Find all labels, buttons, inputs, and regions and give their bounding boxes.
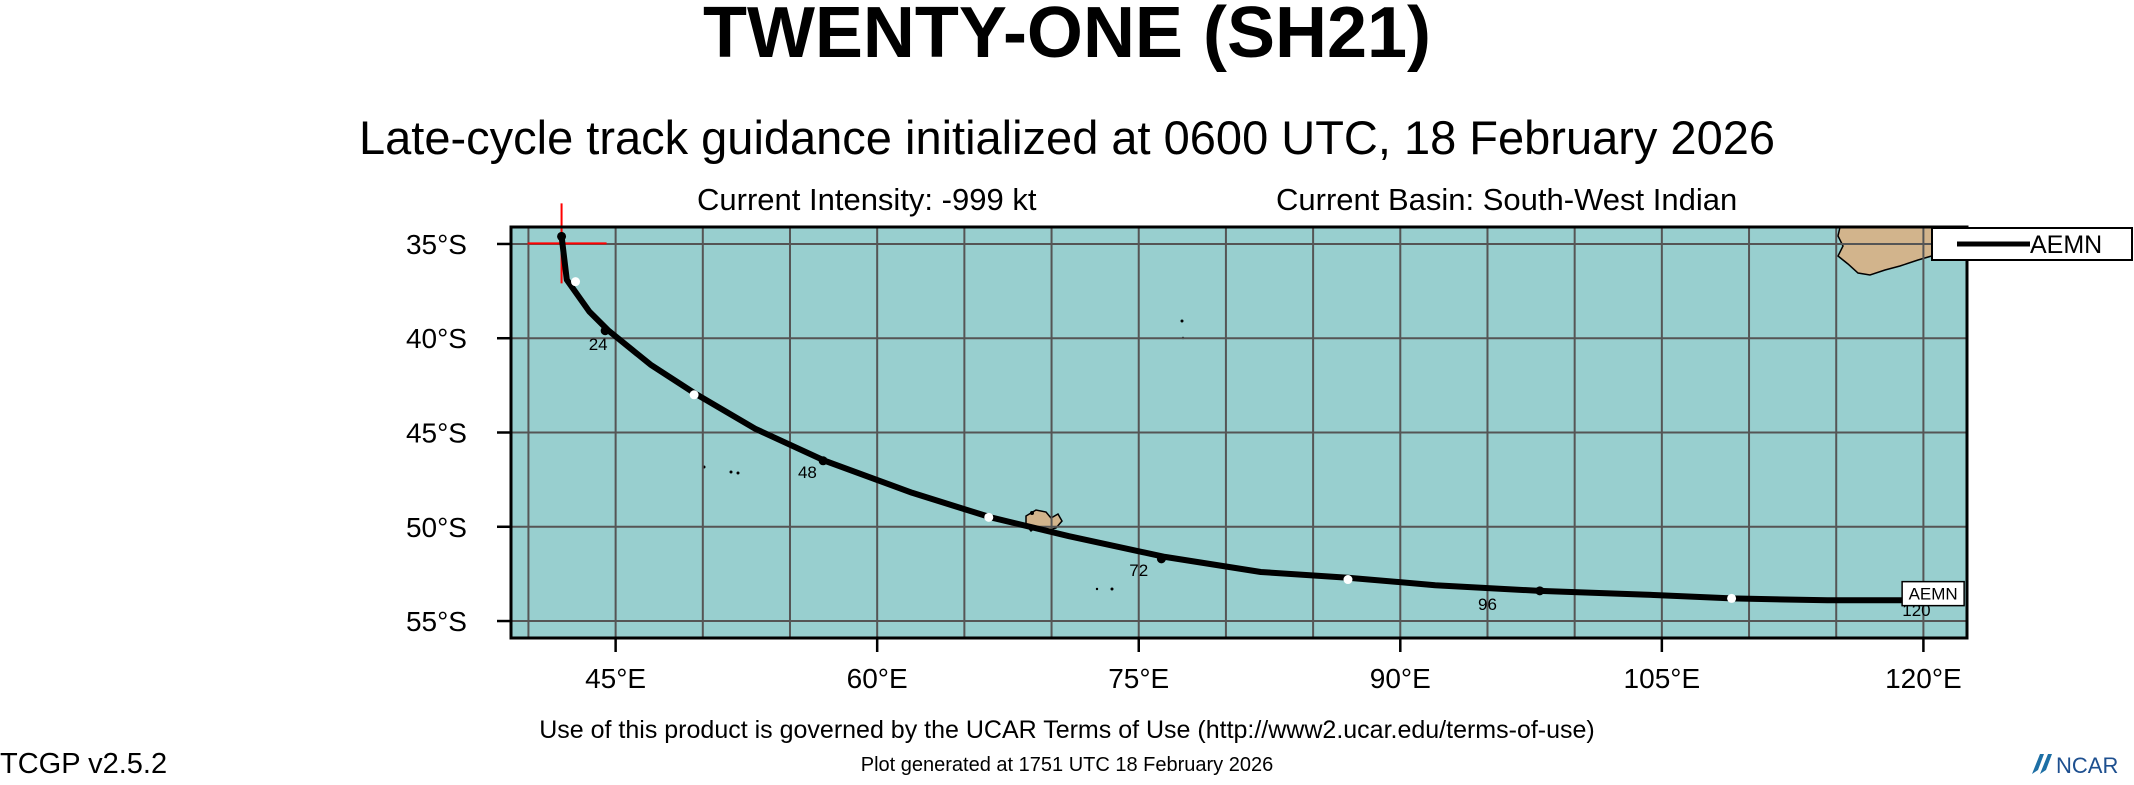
island-dot [1095,587,1099,591]
track-end-label: AEMN [1909,585,1958,604]
forecast-hour-label: 24 [589,335,608,354]
legend: AEMN [1931,227,2133,261]
lon-tick-label: 105°E [1624,663,1701,694]
track-point [1727,593,1737,603]
forecast-hour-label: 72 [1129,561,1148,580]
track-point [557,231,567,241]
plot-subtitle: Late-cycle track guidance initialized at… [359,111,1775,164]
lon-tick-label: 60°E [847,663,908,694]
track-point [571,277,581,287]
lat-tick-label: 55°S [406,606,467,637]
lat-tick-label: 35°S [406,229,467,260]
island-dot [1030,511,1034,515]
terms-of-use-text: Use of this product is governed by the U… [539,716,1595,744]
lon-tick-label: 75°E [1108,663,1169,694]
track-point [600,326,610,336]
island-dot [1110,587,1114,591]
ncar-logo: NCAR [2030,750,2130,785]
track-point [1535,586,1545,596]
track-point [689,390,699,400]
ncar-logo-mark [2032,754,2052,774]
lon-tick-label: 90°E [1370,663,1431,694]
lat-lon-grid [511,227,1967,638]
version-label: TCGP v2.5.2 [0,748,168,780]
lat-tick-label: 45°S [406,418,467,449]
current-intensity-label: Current Intensity: -999 kt [697,182,1037,217]
lon-tick-label: 45°E [585,663,646,694]
island-dot [1180,319,1184,323]
island-dot [736,471,740,475]
track-point [984,512,994,522]
generated-timestamp: Plot generated at 1751 UTC 18 February 2… [860,754,1274,776]
lat-tick-label: 40°S [406,323,467,354]
ncar-logo-text: NCAR [2056,753,2118,778]
current-basin-label: Current Basin: South-West Indian [1276,182,1738,217]
track-line-aemn [558,233,1927,604]
island-dot [729,470,733,474]
track-end-label-box [1901,580,1965,607]
forecast-hour-label: 48 [798,463,817,482]
track-point [1343,575,1353,585]
track-point [818,456,828,466]
axis-ticks: 45°E 60°E 75°E 90°E 105°E 120°E 35°S 40°S 45°S 50… [406,229,1962,694]
lat-tick-label: 50°S [406,512,467,543]
lon-tick-label: 120°E [1885,663,1962,694]
track-point [1156,554,1166,564]
legend-entry-label: AEMN [2030,231,2102,259]
forecast-hour-label: 96 [1478,595,1497,614]
plot-title: TWENTY-ONE (SH21) [702,0,1432,73]
